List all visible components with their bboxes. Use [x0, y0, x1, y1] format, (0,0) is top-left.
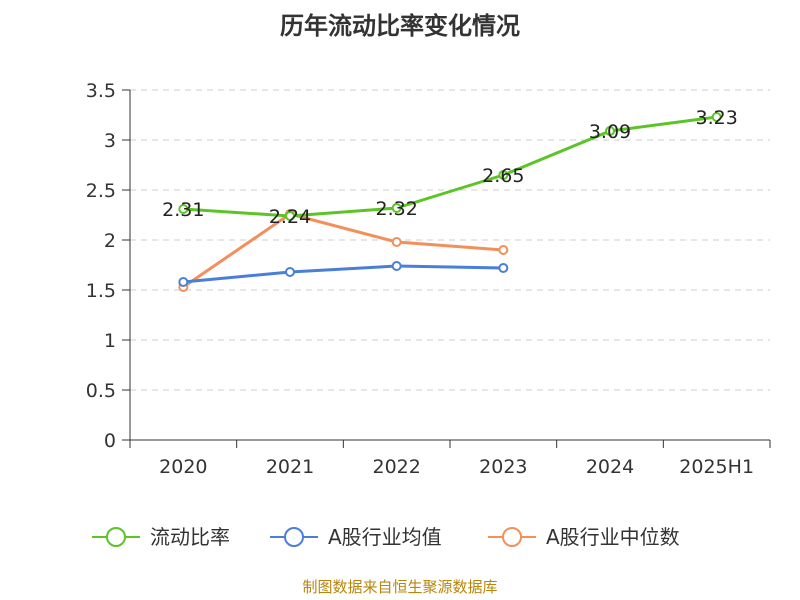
legend-label: A股行业均值 — [328, 525, 442, 549]
x-tick-label: 2020 — [159, 456, 207, 478]
data-point[interactable] — [391, 203, 402, 213]
data-point[interactable] — [178, 277, 189, 287]
data-label: 3.09 — [589, 121, 631, 143]
data-point[interactable] — [285, 267, 295, 277]
data-point[interactable] — [391, 237, 402, 247]
series-line — [183, 115, 717, 218]
x-tick-label: 2021 — [266, 456, 314, 478]
axes: 0 0.5 1 1.5 2 2.5 3 3.5 2020 2021 2022 2023 2024 2025… — [86, 80, 771, 478]
series-line — [182, 212, 504, 289]
data-labels: 2.31 2.24 2.32 2.65 3.09 3.23 — [162, 107, 738, 228]
legend-item[interactable]: A股行业均值 — [270, 525, 442, 549]
y-tick-label: 0.5 — [86, 380, 116, 402]
legend-marker — [284, 527, 304, 547]
y-tick-label: 1 — [104, 330, 116, 352]
y-tick-label: 3 — [104, 130, 116, 152]
series-line — [183, 264, 504, 284]
data-point[interactable] — [178, 204, 189, 214]
chart-title: 历年流动比率变化情况 — [280, 12, 520, 40]
legend-marker — [106, 527, 126, 547]
data-point[interactable] — [711, 112, 722, 122]
legend-label: 流动比率 — [150, 525, 230, 549]
y-tick-label: 2.5 — [86, 180, 116, 202]
data-label: 3.23 — [696, 107, 738, 129]
gridlines — [130, 89, 770, 391]
y-tick-label: 2 — [104, 230, 116, 252]
data-point[interactable] — [498, 263, 509, 273]
legend-item[interactable]: A股行业中位数 — [488, 525, 680, 549]
data-point[interactable] — [391, 261, 402, 271]
y-tick-label: 0 — [104, 430, 116, 452]
data-label: 2.32 — [376, 198, 418, 220]
data-point[interactable] — [498, 245, 509, 255]
y-tick-label: 3.5 — [86, 80, 116, 102]
legend-marker — [502, 527, 522, 547]
data-label: 2.31 — [162, 199, 204, 221]
data-label: 2.24 — [269, 206, 311, 228]
y-tick-label: 1.5 — [86, 280, 116, 302]
data-point[interactable] — [285, 211, 295, 221]
legend-label: A股行业中位数 — [546, 525, 680, 549]
x-tick-label: 2023 — [479, 456, 527, 478]
data-point[interactable] — [498, 170, 509, 180]
source-note: 制图数据来自恒生聚源数据库 — [302, 578, 497, 596]
legend-item[interactable]: 流动比率 — [92, 525, 230, 549]
x-tick-label: 2025H1 — [679, 456, 754, 478]
x-tick-label: 2022 — [372, 456, 420, 478]
data-point[interactable] — [605, 126, 615, 136]
data-label: 2.65 — [482, 165, 524, 187]
x-tick-label: 2024 — [586, 456, 634, 478]
series-layer — [178, 112, 722, 292]
legend[interactable]: 流动比率 A股行业均值 A股行业中位数 — [92, 525, 680, 549]
